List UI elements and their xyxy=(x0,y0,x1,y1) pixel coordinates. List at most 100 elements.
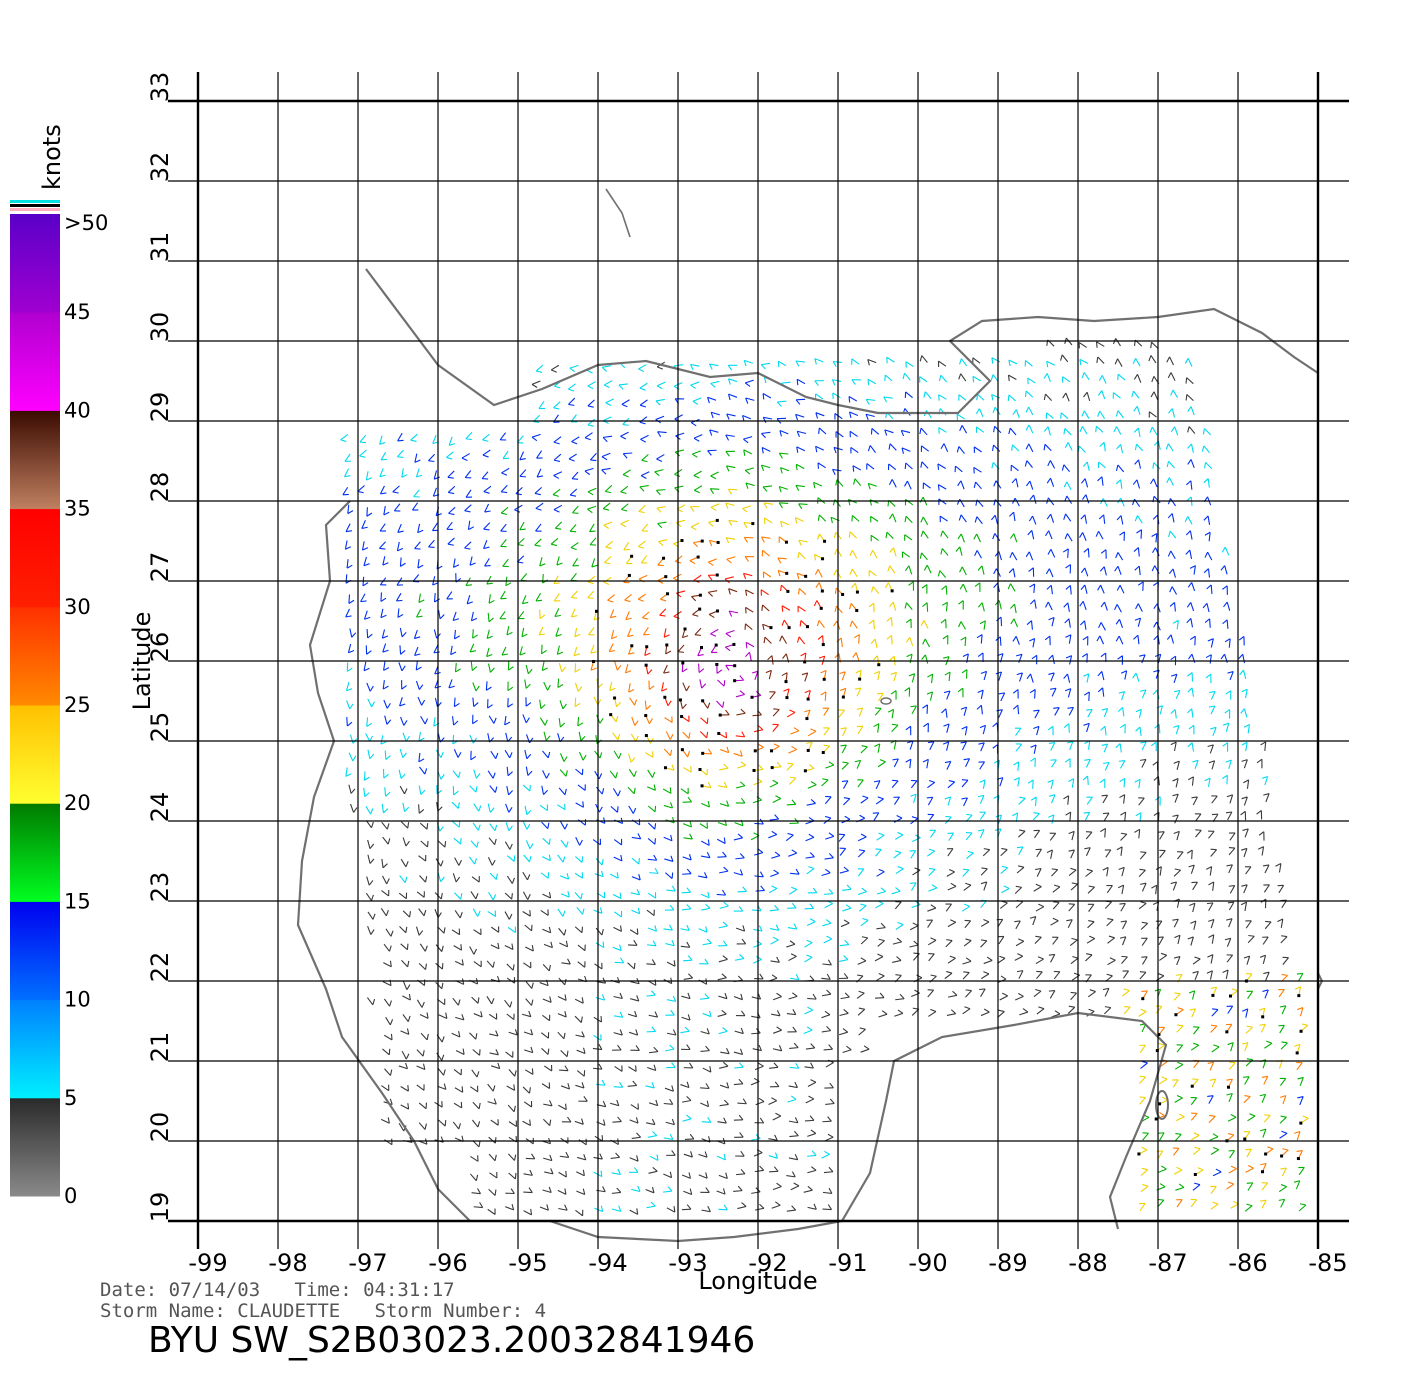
wind-barb xyxy=(807,1081,817,1087)
wind-barb xyxy=(1191,687,1195,697)
wind-barb-flag xyxy=(657,431,662,438)
wind-barb xyxy=(822,1191,832,1194)
wind-barb xyxy=(399,645,402,655)
wind-barb-flag xyxy=(739,954,745,959)
wind-barb xyxy=(488,1188,496,1196)
wind-barb-flag xyxy=(604,561,611,565)
wind-barb-flag xyxy=(494,838,497,845)
wind-barb-flag xyxy=(618,1205,622,1212)
wind-barb xyxy=(825,835,835,840)
wind-barb xyxy=(1060,412,1069,420)
wind-barb xyxy=(1104,828,1107,838)
wind-barb-flag xyxy=(1086,953,1093,956)
wind-barb xyxy=(482,449,491,456)
wind-barb xyxy=(904,534,913,541)
wind-barb xyxy=(1186,377,1194,385)
wind-barb xyxy=(506,875,513,884)
wind-barb-flag xyxy=(581,856,584,863)
wind-barb-flag xyxy=(928,779,935,783)
wind-barb xyxy=(1122,707,1125,717)
wind-barb-flag xyxy=(809,764,815,769)
wind-barb xyxy=(489,872,497,880)
wind-barb xyxy=(702,1067,712,1073)
wind-barb-flag xyxy=(904,687,910,692)
wind-barb-flag xyxy=(808,866,815,870)
wind-barb xyxy=(693,470,702,476)
wind-barb xyxy=(517,610,525,619)
wind-barb xyxy=(418,752,421,762)
wind-barb-flag xyxy=(686,904,692,910)
wind-barb-flag xyxy=(1294,1130,1301,1134)
wind-barb xyxy=(928,887,938,892)
wind-barb-flag xyxy=(725,664,730,671)
wind-barb-flag xyxy=(1197,1167,1204,1171)
wind-barb-flag xyxy=(879,759,886,763)
wind-barb xyxy=(1194,971,1199,980)
wind-barb-flag xyxy=(416,615,423,618)
wind-barb-flag xyxy=(709,1066,712,1073)
wind-barb-flag xyxy=(873,670,880,675)
wind-barb xyxy=(420,1032,428,1041)
wind-barb xyxy=(570,590,578,598)
wind-barb xyxy=(554,521,563,529)
wind-barb-flag xyxy=(484,565,491,567)
wind-barb-flag xyxy=(812,887,818,894)
wind-barb xyxy=(1279,1132,1288,1139)
wind-barb xyxy=(420,715,426,725)
wind-barb xyxy=(640,434,649,440)
wind-barb xyxy=(1176,1025,1184,1033)
wind-barb-flag xyxy=(570,530,577,533)
wind-barb xyxy=(877,940,885,947)
wind-barb-flag xyxy=(795,974,800,980)
wind-barb-flag xyxy=(763,502,768,509)
wind-barb-flag xyxy=(476,1071,480,1078)
wind-barb xyxy=(1224,546,1230,556)
wind-barb xyxy=(1069,812,1072,822)
wind-barb-flag xyxy=(776,1026,782,1031)
wind-barb-flag xyxy=(387,838,391,845)
wind-barb-flag xyxy=(581,1082,585,1089)
wind-barb xyxy=(1028,443,1034,453)
wind-barb xyxy=(484,558,490,567)
wind-barb-flag xyxy=(774,1152,778,1159)
wind-barb xyxy=(397,432,403,442)
wind-barb-flag xyxy=(981,867,988,870)
wind-barb-flag xyxy=(418,737,425,742)
wind-barb xyxy=(553,453,562,461)
wind-barb-flag xyxy=(383,667,390,671)
wind-barb-flag xyxy=(834,548,838,555)
wind-barb-flag xyxy=(1206,970,1213,974)
wind-barb-flag xyxy=(883,396,888,403)
wind-barb xyxy=(1084,567,1089,577)
wind-barb xyxy=(798,551,806,560)
wind-barb xyxy=(770,872,779,878)
wind-barb xyxy=(470,891,477,900)
wind-barb xyxy=(1299,1077,1304,1087)
wind-barb xyxy=(519,469,527,477)
wind-barb-flag xyxy=(1135,708,1142,713)
wind-barb-flag xyxy=(1101,794,1108,797)
wind-barb-flag xyxy=(840,687,847,691)
wind-barb-flag xyxy=(1030,599,1035,605)
rain-flag xyxy=(787,626,791,630)
wind-barb-flag xyxy=(651,1118,656,1125)
wind-barb-flag xyxy=(525,717,530,724)
wind-barb xyxy=(661,682,665,692)
wind-barb-flag xyxy=(671,939,675,946)
wind-barb xyxy=(1141,882,1147,892)
wind-barb-flag xyxy=(1116,443,1122,450)
wind-barb-flag xyxy=(654,1011,659,1018)
wind-barb-flag xyxy=(1206,584,1212,590)
wind-barb-flag xyxy=(1297,1076,1304,1080)
wind-barb xyxy=(895,998,905,1001)
wind-barb xyxy=(402,910,410,918)
wind-barb xyxy=(909,637,914,647)
wind-barb-flag xyxy=(888,479,893,485)
wind-barb xyxy=(673,573,682,579)
wind-barb xyxy=(1140,1062,1148,1069)
rain-flag xyxy=(733,664,737,668)
wind-barb-flag xyxy=(1186,617,1192,624)
wind-barb-flag xyxy=(460,893,463,900)
wind-barb xyxy=(1190,1044,1200,1051)
wind-barb-flag xyxy=(475,786,478,793)
